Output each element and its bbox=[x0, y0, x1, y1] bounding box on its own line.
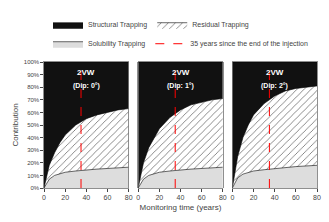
svg-text:60: 60 bbox=[292, 194, 300, 201]
svg-text:40: 40 bbox=[82, 194, 90, 201]
svg-text:0: 0 bbox=[136, 194, 140, 201]
svg-text:80: 80 bbox=[219, 194, 227, 201]
svg-text:(Dip: 1°): (Dip: 1°) bbox=[167, 82, 194, 90]
svg-text:(Dip: 0°): (Dip: 0°) bbox=[73, 82, 100, 90]
svg-text:Monitoring time (years): Monitoring time (years) bbox=[140, 203, 222, 212]
svg-text:60: 60 bbox=[104, 194, 112, 201]
svg-text:60%: 60% bbox=[27, 110, 40, 116]
svg-text:90%: 90% bbox=[27, 72, 40, 78]
svg-text:70%: 70% bbox=[27, 97, 40, 103]
svg-text:40: 40 bbox=[177, 194, 185, 201]
svg-text:35 years since the end of the: 35 years since the end of the injection bbox=[190, 40, 308, 48]
svg-text:Solubility Trapping: Solubility Trapping bbox=[88, 40, 145, 48]
svg-text:60: 60 bbox=[198, 194, 206, 201]
svg-text:0: 0 bbox=[42, 194, 46, 201]
svg-text:20: 20 bbox=[61, 194, 69, 201]
svg-text:20%: 20% bbox=[27, 160, 40, 166]
svg-text:Structural Trapping: Structural Trapping bbox=[88, 21, 147, 29]
svg-text:(Dip: 2°): (Dip: 2°) bbox=[261, 82, 288, 90]
svg-text:20: 20 bbox=[155, 194, 163, 201]
svg-text:40: 40 bbox=[271, 194, 279, 201]
svg-text:10%: 10% bbox=[27, 173, 40, 179]
svg-text:0: 0 bbox=[230, 194, 234, 201]
svg-text:0%: 0% bbox=[31, 185, 40, 191]
svg-text:50%: 50% bbox=[27, 122, 40, 128]
svg-text:Residual Trapping: Residual Trapping bbox=[192, 21, 249, 29]
svg-text:80%: 80% bbox=[27, 84, 40, 90]
svg-text:100%: 100% bbox=[24, 59, 40, 65]
svg-text:2VW: 2VW bbox=[77, 68, 95, 77]
svg-text:40%: 40% bbox=[27, 135, 40, 141]
svg-text:Contribution: Contribution bbox=[11, 103, 20, 146]
svg-text:20: 20 bbox=[250, 194, 258, 201]
svg-text:2VW: 2VW bbox=[266, 68, 284, 77]
svg-text:80: 80 bbox=[125, 194, 133, 201]
svg-text:2VW: 2VW bbox=[172, 68, 190, 77]
svg-text:80: 80 bbox=[313, 194, 321, 201]
svg-text:30%: 30% bbox=[27, 147, 40, 153]
